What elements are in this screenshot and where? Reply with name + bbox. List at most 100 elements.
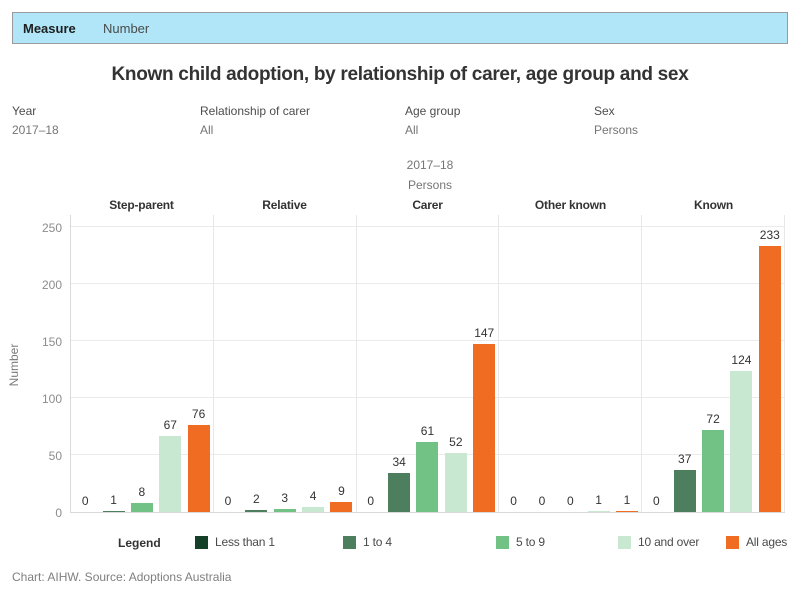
- bar-slot: 37: [671, 215, 699, 512]
- filter-year-value: 2017–18: [12, 123, 59, 137]
- gridline: [71, 226, 785, 227]
- filter-age-group-value: All: [405, 123, 419, 137]
- chart-panels: 0 1 8 67 76 0 2 3 4 9 0 34 61 52 147 0 0 0 1 1 0 37 72 124 233: [71, 215, 785, 512]
- bar-slot: 2: [242, 215, 270, 512]
- bar-value-label: 2: [252, 491, 260, 506]
- bar-slot: 34: [385, 215, 413, 512]
- legend-swatch-icon: [618, 535, 631, 549]
- y-axis-ticks: 0 50 100 150 200 250: [0, 215, 62, 520]
- bar-slot: 52: [442, 215, 470, 512]
- bar-slot: 1: [99, 215, 127, 512]
- bar-step-parent-10-and-over[interactable]: [159, 435, 182, 512]
- bar-slot: 0: [499, 215, 527, 512]
- bar-known-1-to-4[interactable]: [673, 469, 696, 512]
- bar-slot: 67: [156, 215, 184, 512]
- legend-item-1-to-4[interactable]: 1 to 4: [343, 535, 392, 549]
- bar-slot: 0: [71, 215, 99, 512]
- bar-value-label: 0: [81, 494, 89, 508]
- bar-value-label: 0: [367, 494, 375, 508]
- bar-step-parent-1-to-4[interactable]: [102, 510, 125, 512]
- y-tick-label: 100: [41, 392, 62, 406]
- bar-slot: 124: [727, 215, 755, 512]
- bar-value-label: 8: [138, 484, 146, 499]
- bar-slot: 0: [528, 215, 556, 512]
- bar-slot: 61: [413, 215, 441, 512]
- filter-sex: Sex Persons: [594, 104, 638, 137]
- bar-value-label: 4: [309, 489, 317, 504]
- legend-item-label: 10 and over: [638, 535, 700, 549]
- bar-slot: 76: [184, 215, 212, 512]
- page-title: Known child adoption, by relationship of…: [111, 64, 689, 85]
- panel-carer: 0 34 61 52 147: [357, 215, 500, 512]
- legend-title: Legend: [118, 536, 161, 550]
- bar-value-label: 3: [281, 490, 289, 505]
- panel-other-known: 0 0 0 1 1: [499, 215, 643, 512]
- bar-value-label: 37: [678, 451, 692, 466]
- bar-slot: 0: [214, 215, 242, 512]
- bar-value-label: 0: [653, 494, 660, 508]
- panel-header-other-known: Other known: [534, 198, 607, 212]
- bar-relative-5-to-9[interactable]: [273, 508, 296, 512]
- measure-value[interactable]: Number: [103, 20, 150, 36]
- panel-headers: Step-parent Relative Carer Other known Known: [70, 198, 785, 212]
- panel-header-step-parent: Step-parent: [109, 198, 174, 212]
- legend-item-10-and-over[interactable]: 10 and over: [618, 535, 699, 549]
- bar-carer-5-to-9[interactable]: [416, 442, 439, 512]
- legend-item-label: All ages: [746, 535, 788, 549]
- bar-value-label: 67: [163, 417, 177, 432]
- bar-value-label: 0: [566, 494, 574, 508]
- bar-carer-1-to-4[interactable]: [388, 473, 411, 512]
- bar-step-parent-5-to-9[interactable]: [130, 502, 153, 512]
- filter-sex-value: Persons: [594, 123, 639, 137]
- legend-swatch-icon: [343, 535, 356, 549]
- bar-value-label: 0: [224, 494, 232, 508]
- bar-carer-10-and-over[interactable]: [444, 452, 467, 512]
- panel-step-parent: 0 1 8 67 76: [71, 215, 214, 512]
- panel-header-relative: Relative: [262, 198, 307, 212]
- bar-slot: 1: [584, 215, 612, 512]
- bar-other-known-10-and-over[interactable]: [587, 510, 610, 512]
- panel-header-carer: Carer: [412, 198, 443, 212]
- bar-known-10-and-over[interactable]: [730, 370, 753, 512]
- bar-known-5-to-9[interactable]: [702, 429, 725, 512]
- legend-item-less-than-1[interactable]: Less than 1: [195, 535, 275, 549]
- bar-known-all-ages[interactable]: [758, 246, 781, 512]
- bar-slot: 147: [470, 215, 498, 512]
- bar-slot: 0: [357, 215, 385, 512]
- bar-value-label: 52: [449, 434, 463, 449]
- filter-relationship: Relationship of carer All: [200, 104, 310, 137]
- chart-subtitle: 2017–18 Persons: [330, 155, 530, 195]
- bar-value-label: 34: [392, 455, 406, 470]
- y-tick-label: 250: [41, 221, 62, 235]
- bar-other-known-all-ages[interactable]: [616, 510, 638, 512]
- plot-area: 0 1 8 67 76 0 2 3 4 9 0 34 61 52 147 0 0 0 1 1 0 37 72 124 233: [70, 215, 785, 513]
- bar-value-label: 9: [338, 483, 345, 498]
- filter-sex-label: Sex: [594, 104, 615, 118]
- bar-value-label: 233: [759, 228, 780, 243]
- legend-item-all-ages[interactable]: All ages: [726, 535, 787, 549]
- measure-parameter-control[interactable]: Measure Number: [12, 12, 788, 44]
- bar-carer-all-ages[interactable]: [473, 344, 496, 512]
- bar-slot: 8: [128, 215, 156, 512]
- filter-age-group: Age group All: [405, 104, 460, 137]
- bar-relative-all-ages[interactable]: [330, 501, 353, 512]
- bar-value-label: 72: [706, 411, 720, 426]
- bar-value-label: 124: [731, 352, 752, 367]
- bar-value-label: 147: [474, 326, 495, 341]
- legend-swatch-icon: [726, 535, 739, 549]
- legend-item-label: Less than 1: [215, 535, 275, 549]
- bar-slot: 72: [699, 215, 727, 512]
- bar-relative-10-and-over[interactable]: [302, 507, 325, 512]
- legend-item-5-to-9[interactable]: 5 to 9: [496, 535, 545, 549]
- filter-year: Year 2017–18: [12, 104, 59, 137]
- y-tick-label: 0: [55, 506, 62, 520]
- bar-relative-1-to-4[interactable]: [245, 509, 268, 512]
- panel-relative: 0 2 3 4 9: [214, 215, 357, 512]
- bar-slot: 1: [613, 215, 641, 512]
- filter-year-label: Year: [12, 104, 37, 118]
- bar-step-parent-all-ages[interactable]: [187, 425, 210, 512]
- bar-value-label: 61: [420, 424, 435, 439]
- gridline: [71, 340, 785, 341]
- bar-value-label: 1: [110, 492, 117, 507]
